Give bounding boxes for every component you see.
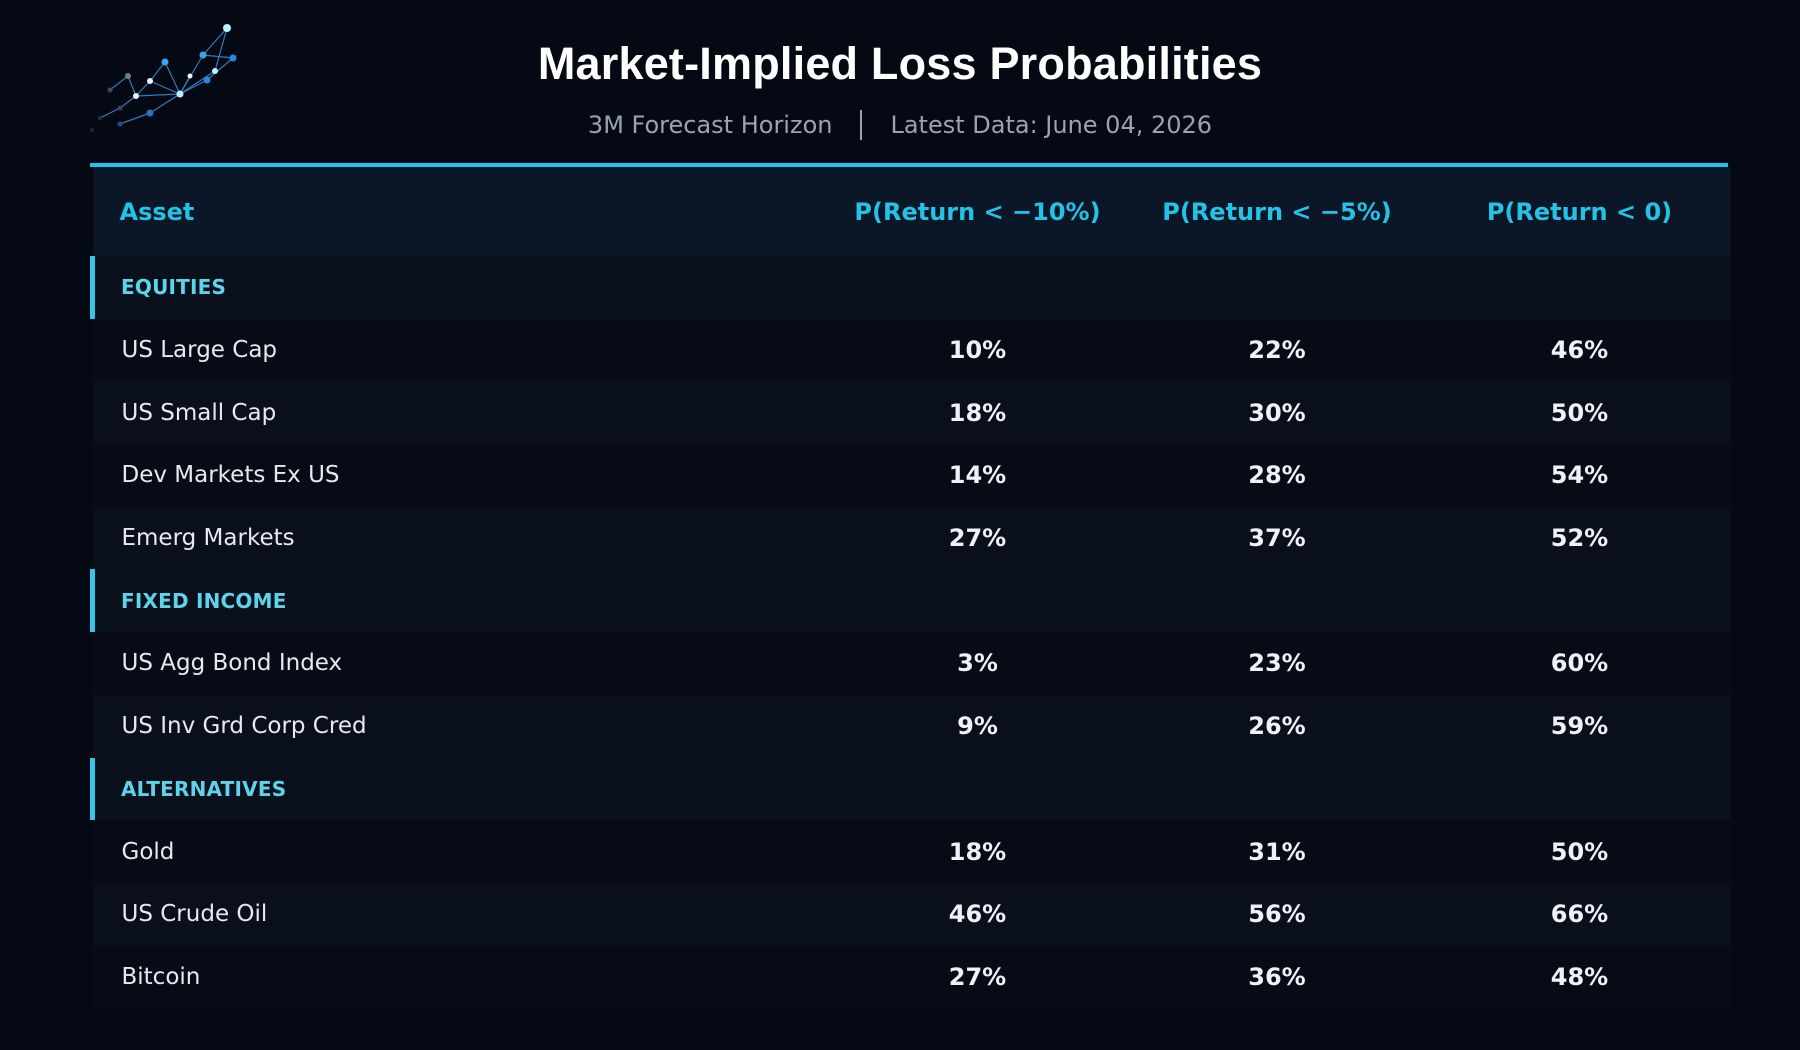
group-label: ALTERNATIVES <box>90 757 1731 821</box>
p10-cell: 18% <box>948 398 1007 427</box>
asset-name-cell: Dev Markets Ex US <box>121 462 340 489</box>
group-label: EQUITIES <box>90 256 1731 319</box>
p10-cell: 18% <box>948 837 1007 866</box>
group-header-row: EQUITIES <box>90 256 1731 319</box>
p10-cell: 27% <box>948 524 1007 553</box>
p5-cell: 36% <box>1248 962 1306 991</box>
p0-cell: 46% <box>1550 336 1609 365</box>
p0-cell: 54% <box>1550 461 1609 490</box>
p0-cell: 59% <box>1550 712 1609 741</box>
table-row: Gold 18% 31% 50% <box>92 820 1731 883</box>
table-header-row: Asset P(Return < −10%) P(Return < −5%) P… <box>92 167 1731 256</box>
p10-cell: 3% <box>957 649 998 678</box>
p5-cell: 26% <box>1248 712 1306 741</box>
table-row: US Crude Oil 46% 56% 66% <box>92 882 1731 946</box>
probability-table-container: Asset P(Return < −10%) P(Return < −5%) P… <box>90 163 1731 1009</box>
table-row: US Large Cap 10% 22% 46% <box>92 318 1731 382</box>
asset-name-cell: Gold <box>121 838 175 865</box>
forecast-horizon-label: 3M Forecast Horizon <box>587 111 833 139</box>
table-body: EQUITIES US Large Cap 10% 22% 46% US Small Ca… <box>90 256 1731 1009</box>
table-row: US Agg Bond Index 3% 23% 60% <box>92 632 1731 695</box>
network-logo-icon <box>90 24 237 132</box>
p5-cell: 22% <box>1248 336 1306 365</box>
asset-name-cell: Bitcoin <box>121 963 201 990</box>
p0-cell: 50% <box>1550 398 1609 427</box>
p10-cell: 9% <box>957 712 998 741</box>
asset-name-cell: US Small Cap <box>121 399 277 426</box>
column-header-p5: P(Return < −5%) <box>1162 197 1392 226</box>
probability-table: Asset P(Return < −10%) P(Return < −5%) P… <box>90 167 1731 1009</box>
subtitle-divider <box>860 110 863 140</box>
table-row: US Small Cap 18% 30% 50% <box>92 381 1731 445</box>
p5-cell: 37% <box>1248 524 1306 553</box>
p10-cell: 14% <box>948 461 1007 490</box>
p5-cell: 31% <box>1248 837 1306 866</box>
table-row: Bitcoin 27% 36% 48% <box>92 945 1731 1009</box>
group-header-row: ALTERNATIVES <box>90 757 1731 821</box>
column-header-asset: Asset <box>119 197 195 226</box>
p10-cell: 46% <box>948 900 1007 929</box>
p5-cell: 30% <box>1248 398 1306 427</box>
latest-data-label: Latest Data: June 04, 2026 <box>890 111 1213 139</box>
table-row: Dev Markets Ex US 14% 28% 54% <box>92 444 1731 507</box>
p5-cell: 23% <box>1248 649 1306 678</box>
p0-cell: 66% <box>1550 900 1609 929</box>
group-label: FIXED INCOME <box>90 569 1731 633</box>
p10-cell: 27% <box>948 962 1007 991</box>
subtitle: 3M Forecast Horizon Latest Data: June 04… <box>0 110 1800 140</box>
page-title: Market-Implied Loss Probabilities <box>537 38 1263 89</box>
table-row: Emerg Markets 27% 37% 52% <box>92 506 1731 570</box>
group-header-row: FIXED INCOME <box>90 569 1731 633</box>
asset-name-cell: US Inv Grd Corp Cred <box>121 713 367 740</box>
asset-name-cell: US Crude Oil <box>121 901 268 928</box>
p10-cell: 10% <box>948 336 1007 365</box>
p5-cell: 56% <box>1248 900 1306 929</box>
p0-cell: 48% <box>1550 962 1609 991</box>
p0-cell: 60% <box>1550 649 1609 678</box>
p0-cell: 50% <box>1550 837 1609 866</box>
asset-name-cell: Emerg Markets <box>121 525 295 552</box>
table-row: US Inv Grd Corp Cred 9% 26% 59% <box>92 694 1731 758</box>
asset-name-cell: US Large Cap <box>121 337 278 364</box>
column-header-p0: P(Return < 0) <box>1486 197 1673 226</box>
p5-cell: 28% <box>1248 461 1306 490</box>
asset-name-cell: US Agg Bond Index <box>121 650 343 677</box>
column-header-p10: P(Return < −10%) <box>854 197 1101 226</box>
p0-cell: 52% <box>1550 524 1609 553</box>
